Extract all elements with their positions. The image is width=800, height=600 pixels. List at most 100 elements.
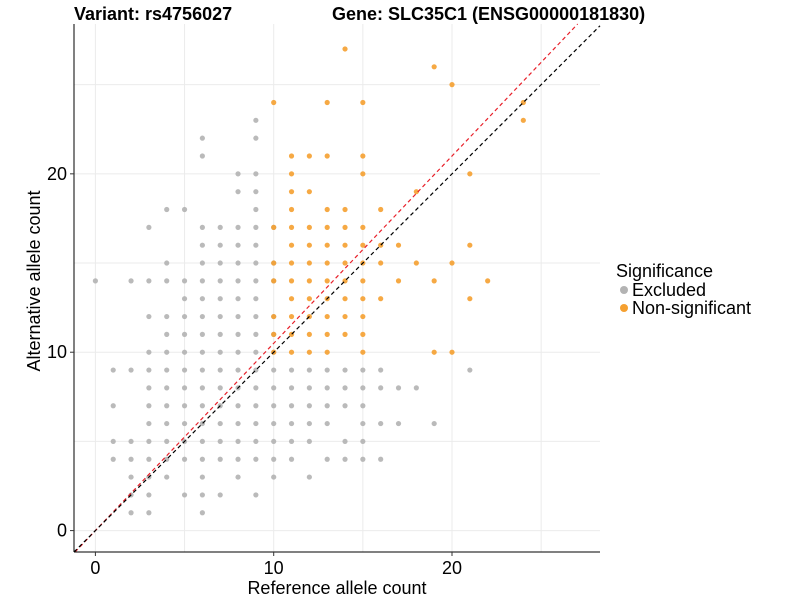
data-point-non-significant [449, 260, 455, 266]
data-point-excluded [271, 403, 277, 409]
data-point-non-significant [306, 296, 312, 302]
data-point-non-significant [306, 224, 312, 230]
data-point-non-significant [360, 242, 366, 248]
y-axis-label: Alternative allele count [24, 190, 44, 371]
data-point-excluded [235, 278, 241, 284]
data-point-excluded [288, 385, 295, 391]
data-point-excluded [199, 260, 205, 266]
data-point-excluded [217, 456, 223, 462]
data-point-non-significant [360, 296, 366, 302]
data-point-excluded [253, 331, 259, 337]
data-point-excluded [110, 456, 116, 462]
data-point-non-significant [324, 153, 330, 159]
data-point-excluded [164, 278, 170, 284]
data-point-excluded [181, 367, 188, 373]
data-point-excluded [164, 349, 170, 355]
gene-title: Gene: SLC35C1 (ENSG00000181830) [332, 4, 646, 24]
data-point-non-significant [431, 278, 437, 284]
reference-lines [73, 23, 601, 553]
data-point-non-significant [342, 242, 348, 248]
data-point-excluded [360, 420, 366, 427]
data-point-excluded [217, 242, 223, 248]
data-point-excluded [306, 474, 312, 480]
data-point-non-significant [342, 46, 348, 52]
axes: 0 10 20 0 10 20 [47, 24, 600, 578]
data-point-excluded [217, 296, 223, 302]
data-point-excluded [360, 385, 366, 391]
data-point-excluded [271, 367, 277, 373]
data-point-excluded [164, 438, 170, 445]
data-point-excluded [146, 313, 152, 320]
data-point-excluded [253, 135, 259, 141]
data-point-excluded [324, 403, 330, 409]
data-point-non-significant [360, 331, 366, 337]
data-point-excluded [164, 420, 170, 427]
data-point-excluded [253, 260, 259, 266]
data-point-non-significant [271, 331, 277, 337]
x-tick-label: 10 [264, 558, 284, 578]
data-point-excluded [181, 420, 188, 427]
data-point-excluded [253, 278, 259, 284]
data-point-excluded [235, 438, 241, 445]
data-point-excluded [253, 403, 259, 409]
data-point-non-significant [342, 296, 348, 302]
data-point-non-significant [431, 64, 437, 70]
data-point-excluded [199, 313, 205, 320]
data-point-excluded [146, 403, 152, 409]
data-point-excluded [128, 474, 134, 480]
data-point-excluded [306, 367, 312, 373]
legend-dot-excluded [620, 286, 628, 294]
data-point-non-significant [378, 260, 384, 266]
data-point-excluded [288, 438, 295, 445]
data-point-excluded [235, 420, 241, 427]
data-point-excluded [360, 438, 366, 445]
data-point-non-significant [520, 117, 526, 123]
data-point-non-significant [360, 171, 366, 177]
data-point-non-significant [288, 224, 295, 230]
data-point-non-significant [271, 278, 277, 284]
data-point-non-significant [324, 278, 330, 284]
data-point-excluded [253, 349, 259, 355]
data-point-excluded [128, 438, 134, 445]
data-point-excluded [199, 331, 205, 337]
legend-dot-non-significant [620, 304, 628, 312]
data-point-excluded [235, 456, 241, 462]
data-point-excluded [146, 492, 152, 498]
data-point-excluded [199, 492, 205, 498]
data-point-excluded [199, 510, 205, 516]
data-point-non-significant [342, 313, 348, 320]
data-point-non-significant [485, 278, 491, 284]
data-point-non-significant [360, 313, 366, 320]
data-point-non-significant [271, 224, 277, 230]
data-point-excluded [181, 385, 188, 391]
data-point-excluded [146, 510, 152, 516]
data-point-non-significant [271, 99, 277, 106]
data-point-non-significant [288, 242, 295, 248]
data-point-non-significant [413, 189, 419, 195]
data-point-excluded [146, 349, 152, 355]
data-point-excluded [342, 403, 348, 409]
data-point-excluded [324, 420, 330, 427]
data-point-non-significant [360, 99, 366, 106]
data-point-excluded [181, 349, 188, 355]
data-point-excluded [199, 135, 205, 141]
data-point-excluded [253, 171, 259, 177]
data-point-excluded [235, 189, 241, 195]
data-point-excluded [199, 456, 205, 462]
data-point-non-significant [306, 349, 312, 355]
data-point-excluded [271, 438, 277, 445]
data-point-excluded [378, 420, 384, 427]
data-point-excluded [306, 385, 312, 391]
data-point-excluded [306, 403, 312, 409]
data-point-non-significant [324, 206, 330, 213]
data-point-excluded [110, 403, 116, 409]
data-point-non-significant [324, 349, 330, 355]
data-point-excluded [378, 456, 384, 462]
data-point-non-significant [288, 313, 295, 320]
data-point-excluded [431, 420, 437, 427]
data-point-non-significant [288, 206, 295, 213]
data-point-excluded [253, 242, 259, 248]
legend-label-non-significant: Non-significant [632, 298, 752, 318]
data-point-excluded [306, 420, 312, 427]
data-point-non-significant [324, 242, 330, 248]
